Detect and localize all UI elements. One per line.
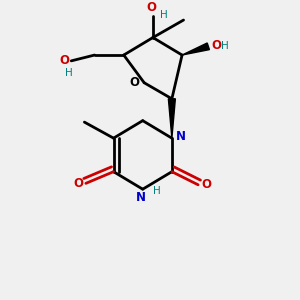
Polygon shape [182,43,209,55]
Polygon shape [168,99,175,138]
Text: O: O [59,54,69,68]
Text: H: H [160,10,168,20]
Text: H: H [153,186,161,196]
Text: O: O [73,177,83,190]
Text: O: O [129,76,139,89]
Text: O: O [211,39,221,52]
Text: O: O [146,1,157,14]
Text: N: N [176,130,186,143]
Text: N: N [136,190,146,204]
Text: O: O [201,178,211,191]
Text: H: H [220,41,228,51]
Text: H: H [65,68,73,78]
